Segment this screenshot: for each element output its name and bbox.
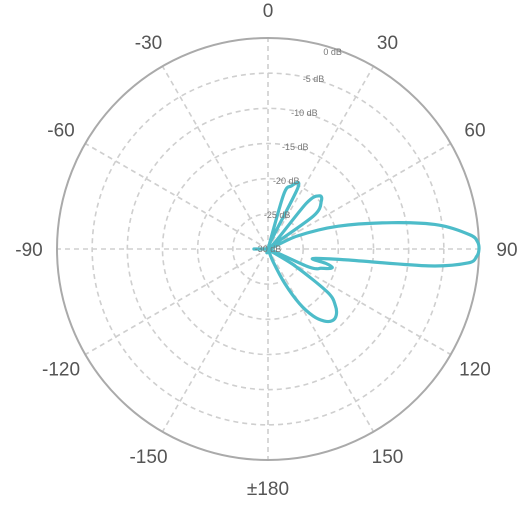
angular-tick-label: 150 [372, 447, 404, 468]
radial-tick-label: -20 dB [273, 176, 300, 186]
angular-tick-label: -120 [42, 360, 80, 381]
radial-gridline-3 [161, 142, 375, 356]
angular-tick-label: -150 [129, 447, 167, 468]
angular-tick-label: -30 [135, 33, 162, 54]
angular-gridline-11 [161, 65, 269, 250]
angular-tick-label: 90 [496, 240, 517, 261]
angular-tick-label: 0 [263, 1, 274, 22]
angular-tick-label: 30 [377, 33, 398, 54]
angular-gridline-7 [161, 248, 269, 433]
radial-tick-label: -10 dB [291, 108, 318, 118]
radial-tick-label: -30 dB [255, 244, 282, 254]
series-line-0 [252, 180, 481, 324]
radial-gridline-4 [196, 177, 340, 321]
radial-tick-label: -25 dB [264, 210, 291, 220]
angular-tick-label: -90 [15, 240, 42, 261]
radial-tick-label: -15 dB [282, 142, 309, 152]
radial-tick-label: -5 dB [303, 74, 325, 84]
angular-tick-label: 120 [459, 360, 491, 381]
angular-tick-label: 60 [464, 121, 485, 142]
radial-gridline-1 [91, 72, 445, 426]
angular-gridline-10 [84, 142, 269, 250]
angular-tick-label: -60 [47, 121, 74, 142]
series-layer [252, 180, 481, 324]
angular-tick-label: ±180 [247, 479, 289, 500]
radial-gridline-5 [232, 213, 304, 285]
label-layer: 0 dB -5 dB -10 dB -15 dB -20 dB -25 dB -30 dB 0… [15, 1, 517, 500]
radial-gridline-2 [126, 107, 410, 391]
radial-tick-label: 0 dB [323, 47, 342, 57]
angular-gridline-8 [84, 248, 269, 356]
